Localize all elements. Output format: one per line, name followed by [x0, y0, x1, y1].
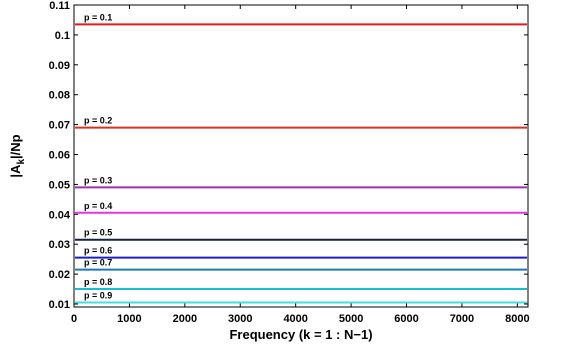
series-label: p = 0.4 [84, 201, 112, 211]
x-axis-ticks: 0 1000 2000 3000 4000 5000 6000 7000 8000 [71, 5, 530, 325]
y-tick-label: 0.11 [49, 0, 70, 12]
series-label: p = 0.9 [84, 291, 112, 301]
y-tick-label: 0.07 [49, 120, 70, 132]
y-axis-label-subscript: k [16, 159, 27, 165]
series-label: p = 0.2 [84, 116, 112, 126]
y-axis-label-main: |A [8, 164, 23, 178]
series-label: p = 0.8 [84, 277, 112, 287]
y-tick-label: 0.03 [49, 239, 70, 251]
y-tick-label: 0.04 [49, 209, 71, 221]
plot-area [73, 4, 529, 308]
y-axis-ticks: 0.01 0.02 0.03 0.04 0.05 0.06 0.07 0.08 0.09 0.1 0… [49, 0, 528, 311]
x-tick-label: 3000 [228, 313, 252, 325]
series-label: p = 0.3 [84, 175, 112, 185]
y-tick-label: 0.1 [55, 30, 70, 42]
x-tick-label: 4000 [283, 313, 307, 325]
y-tick-label: 0.09 [49, 60, 70, 72]
series-label: p = 0.6 [84, 246, 112, 256]
y-tick-label: 0.08 [49, 90, 70, 102]
y-tick-label: 0.01 [49, 299, 70, 311]
series-label: p = 0.7 [84, 258, 112, 268]
series-lines: p = 0.1 p = 0.2 p = 0.3 p = 0.4 p = 0.5 p = 0… [75, 12, 527, 304]
y-tick-label: 0.05 [49, 179, 70, 191]
y-tick-label: 0.06 [49, 150, 70, 162]
y-axis-label: |Ak|/Np [8, 134, 27, 177]
x-axis-label: Frequency (k = 1 : N−1) [229, 327, 372, 342]
x-tick-label: 8000 [505, 313, 529, 325]
series-label: p = 0.1 [84, 12, 112, 22]
y-axis-label-tail: |/Np [8, 134, 23, 159]
x-tick-label: 2000 [173, 313, 197, 325]
x-tick-label: 5000 [339, 313, 363, 325]
x-tick-label: 1000 [117, 313, 141, 325]
series-label: p = 0.5 [84, 228, 112, 238]
y-tick-label: 0.02 [49, 269, 70, 281]
x-tick-label: 0 [71, 313, 77, 325]
x-tick-label: 7000 [450, 313, 474, 325]
x-tick-label: 6000 [394, 313, 418, 325]
